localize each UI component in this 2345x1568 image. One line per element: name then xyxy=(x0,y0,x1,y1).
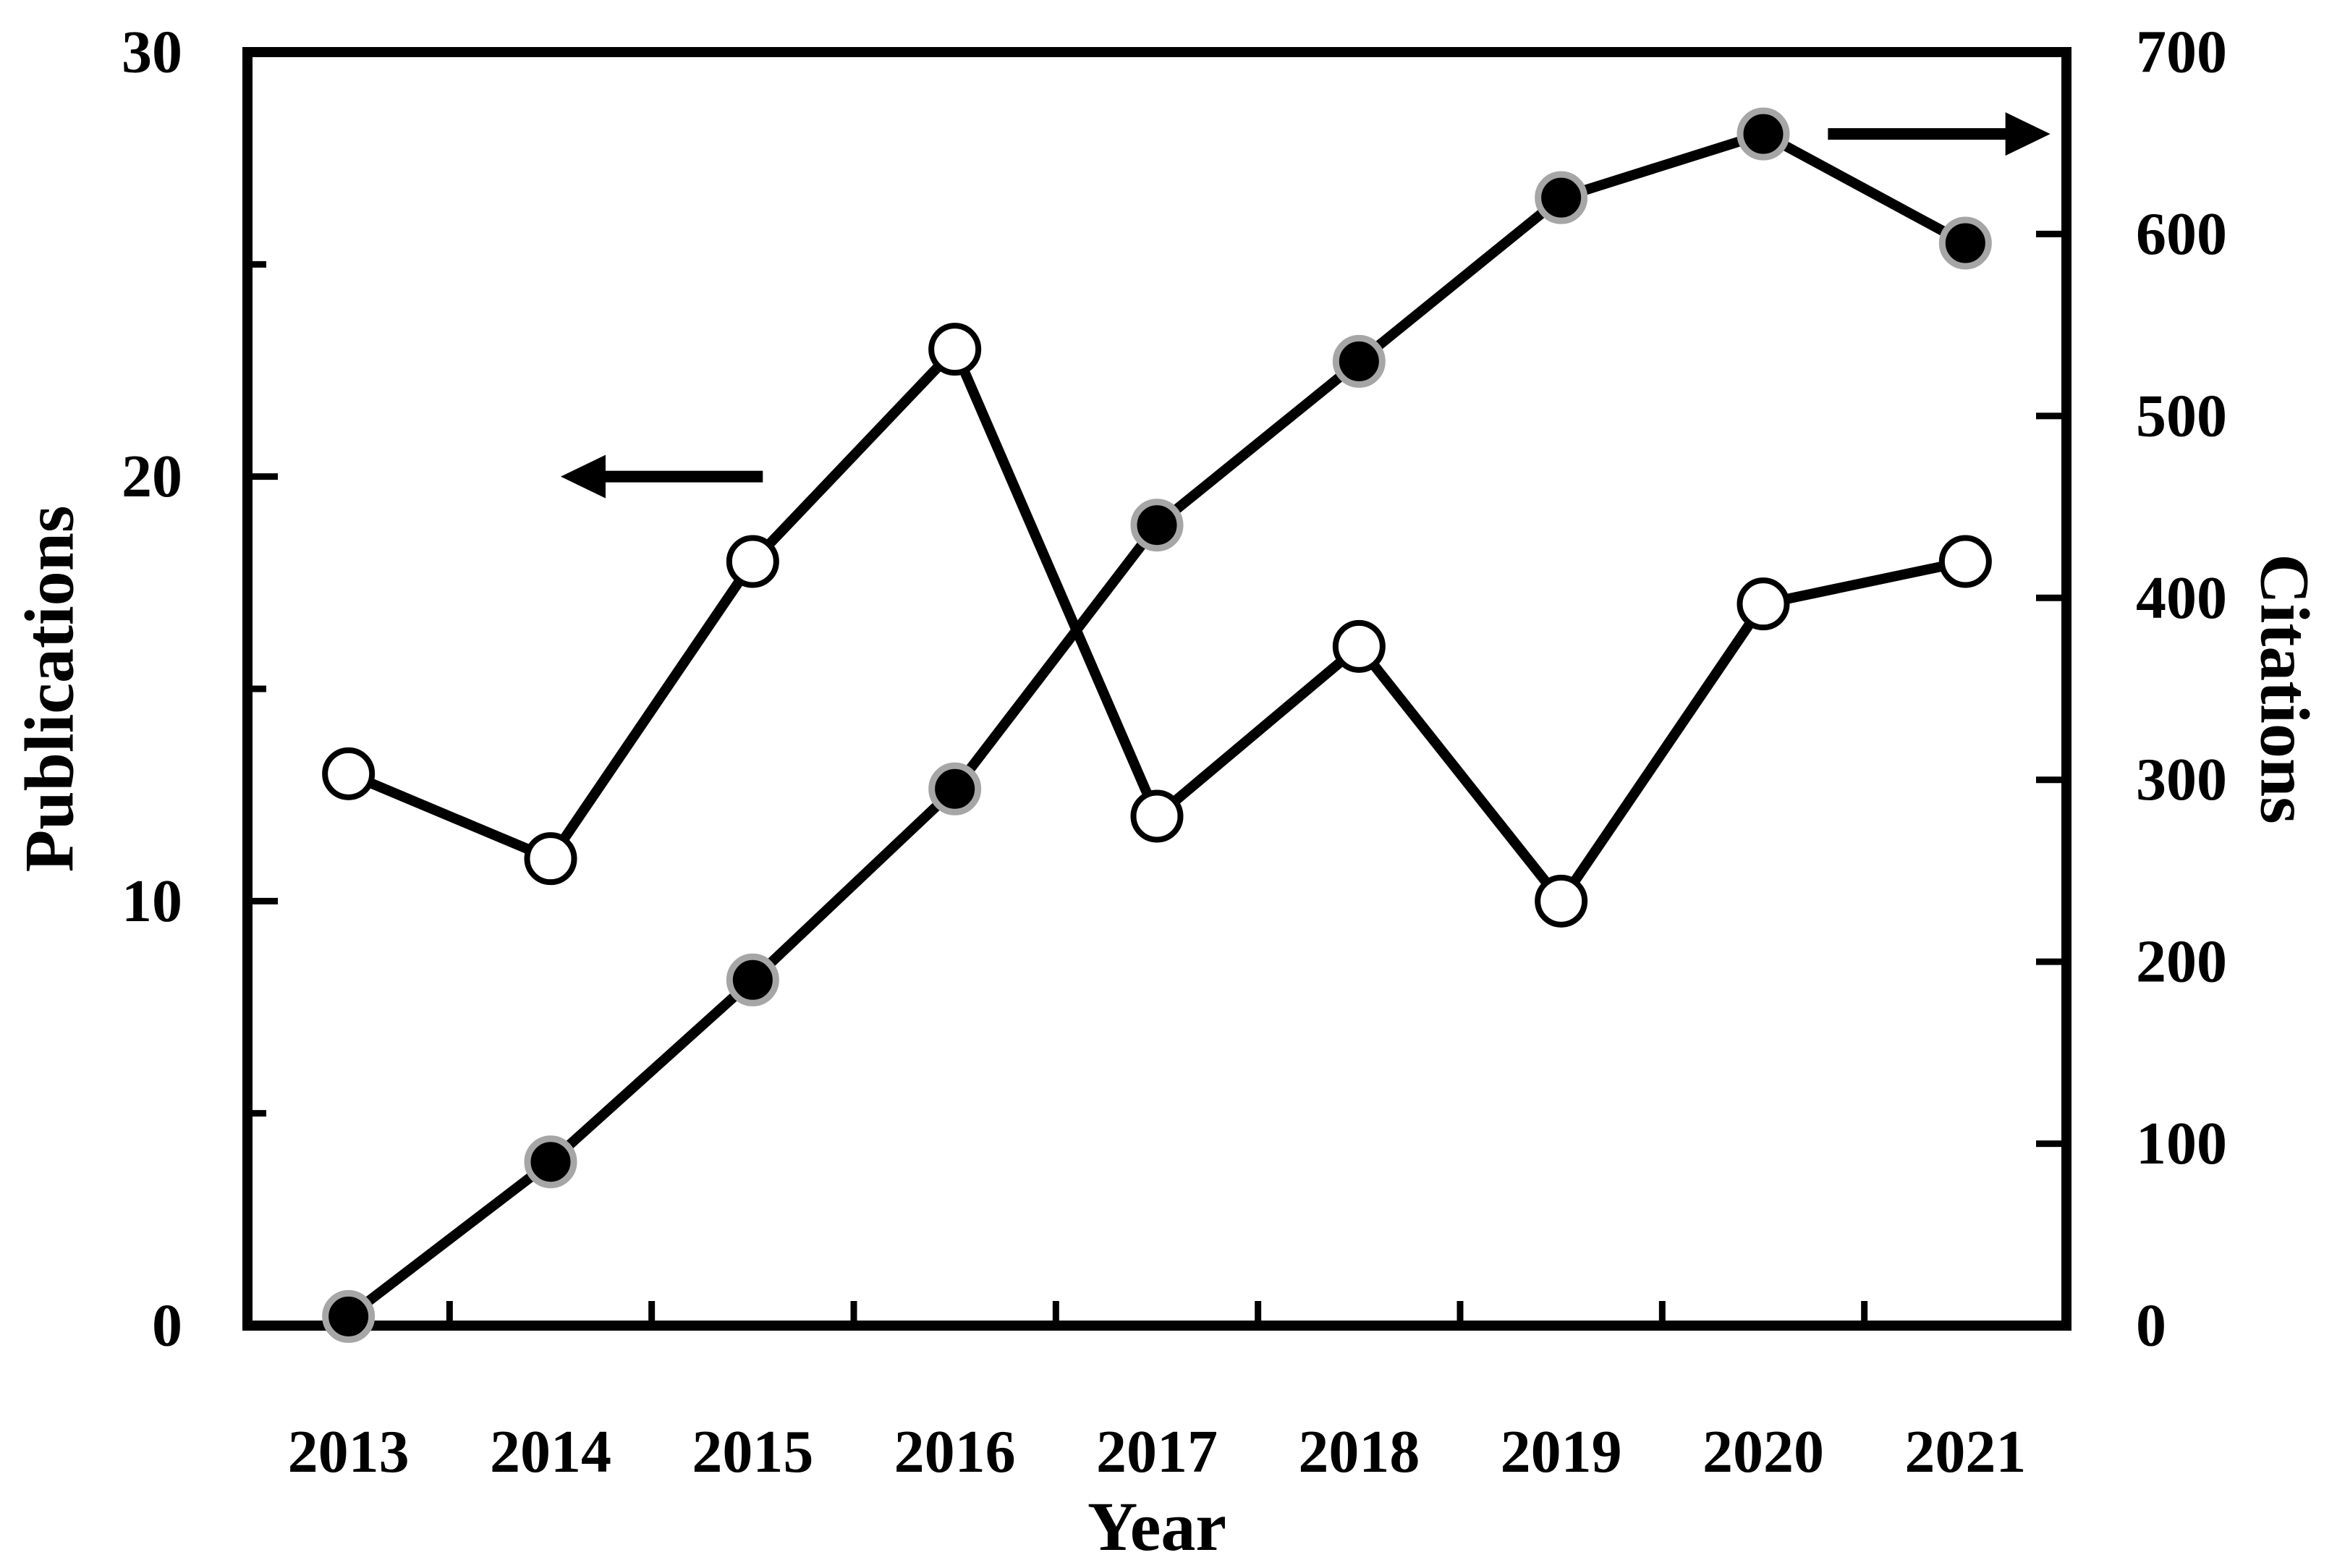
citations-marker xyxy=(1130,499,1184,552)
publications-marker xyxy=(1332,619,1386,673)
right-axis-tick-label: 300 xyxy=(2136,746,2227,813)
publications-marker xyxy=(1130,789,1184,843)
citations-marker xyxy=(1938,216,1992,270)
citations-marker xyxy=(1535,171,1588,224)
publications-marker xyxy=(524,832,577,886)
right-axis-tick-label: 100 xyxy=(2136,1110,2227,1177)
publications-marker xyxy=(1938,535,1992,588)
publications-marker xyxy=(726,535,779,588)
arrow-head xyxy=(2005,112,2051,156)
left-axis-tick-label: 30 xyxy=(122,19,182,86)
x-axis-tick-label: 2020 xyxy=(1702,1418,1824,1486)
citations-marker xyxy=(1737,107,1790,161)
series-publications xyxy=(322,323,1992,928)
publications-marker xyxy=(1535,874,1588,928)
x-axis-tick-label: 2016 xyxy=(894,1418,1016,1486)
right-axis-arrow-icon xyxy=(1828,112,2051,156)
arrow-head xyxy=(560,454,606,499)
right-axis-tick-label: 700 xyxy=(2136,19,2227,86)
right-axis-tick-label: 600 xyxy=(2136,200,2227,268)
citations-line xyxy=(343,129,1971,1322)
right-axis-tick-label: 0 xyxy=(2136,1292,2166,1360)
citations-marker xyxy=(726,953,779,1007)
publications-marker xyxy=(928,323,982,376)
publications-marker xyxy=(1737,577,1790,631)
citations-marker xyxy=(524,1135,577,1189)
x-axis-tick-label: 2013 xyxy=(288,1418,410,1486)
citations-marker xyxy=(928,762,982,815)
left-axis-tick-label: 10 xyxy=(122,868,182,935)
left-axis-arrow-icon xyxy=(560,454,763,499)
x-axis-tick-label: 2019 xyxy=(1501,1418,1622,1486)
citations-marker xyxy=(322,1289,376,1343)
plot-border xyxy=(242,47,2072,1331)
x-axis-tick-label: 2014 xyxy=(490,1418,611,1486)
x-axis-tick-label: 2021 xyxy=(1904,1418,2026,1486)
x-axis-tick-label: 2017 xyxy=(1096,1418,1218,1486)
right-axis-tick-label: 500 xyxy=(2136,382,2227,449)
publications-marker xyxy=(322,747,376,800)
x-axis-tick-label: 2018 xyxy=(1298,1418,1420,1486)
left-axis-tick-label: 0 xyxy=(152,1292,182,1360)
x-axis-tick-label: 2015 xyxy=(692,1418,813,1486)
citations-marker xyxy=(1332,334,1386,388)
right-axis-tick-label: 200 xyxy=(2136,928,2227,996)
right-axis-tick-label: 400 xyxy=(2136,564,2227,632)
left-axis-title: Publications xyxy=(11,506,88,873)
right-axis-title: Citations xyxy=(2247,554,2324,823)
axis-ticks xyxy=(247,230,2066,1326)
series-citations xyxy=(322,107,1992,1343)
left-axis-tick-label: 20 xyxy=(122,443,182,510)
x-axis-title: Year xyxy=(1087,1488,1226,1565)
